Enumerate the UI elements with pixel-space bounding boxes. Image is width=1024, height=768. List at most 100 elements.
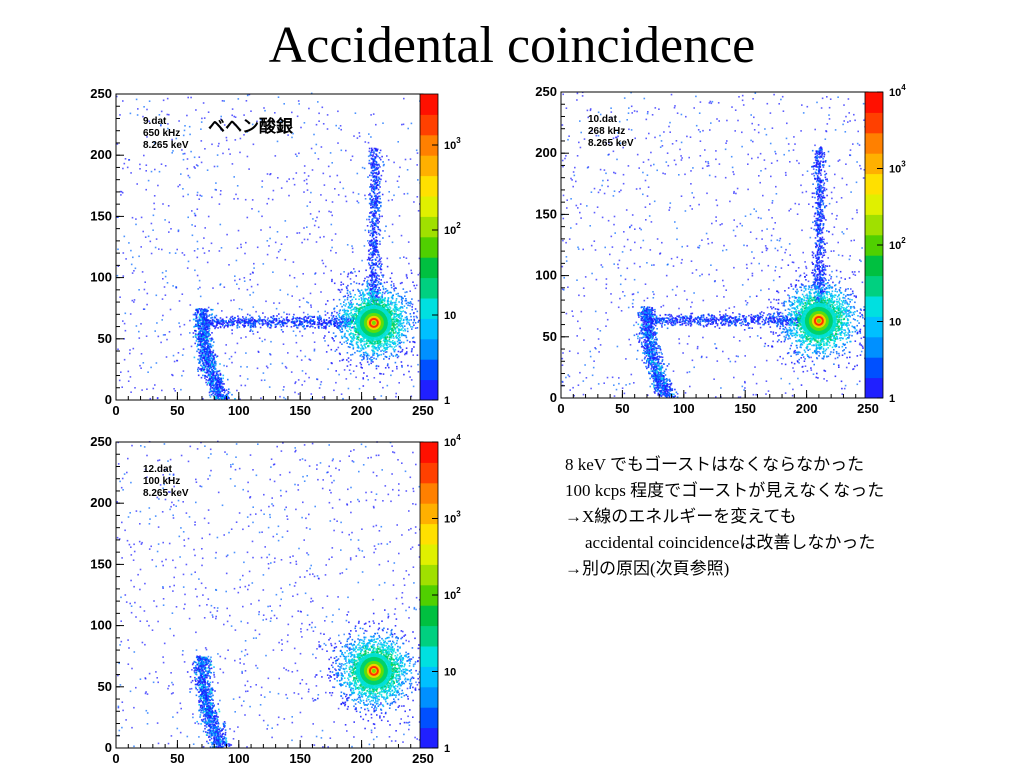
heatmap-cell	[205, 360, 208, 363]
heatmap-cell	[210, 317, 212, 319]
heatmap-cell	[207, 344, 209, 346]
heatmap-cell	[361, 166, 364, 169]
heatmap-cell	[201, 365, 203, 367]
heatmap-cell	[208, 343, 210, 346]
heatmap-cell	[329, 175, 331, 178]
heatmap-cell	[393, 326, 396, 329]
heatmap-cell	[206, 319, 208, 322]
heatmap-cell	[249, 326, 252, 328]
heatmap-cell	[399, 282, 402, 285]
heatmap-cell	[282, 318, 285, 320]
heatmap-cell	[355, 376, 357, 379]
heatmap-cell	[367, 176, 369, 178]
heatmap-cell	[217, 322, 220, 324]
heatmap-cell	[321, 259, 324, 262]
heatmap-cell	[282, 324, 284, 326]
heatmap-cell	[378, 254, 380, 256]
heatmap-cell	[216, 383, 219, 386]
heatmap-cell	[364, 300, 366, 302]
heatmap-cell	[361, 292, 364, 295]
heatmap-cell	[296, 324, 298, 327]
heatmap-cell	[224, 390, 226, 392]
heatmap-cell	[153, 202, 155, 205]
heatmap-cell	[369, 240, 372, 242]
heatmap-cell	[280, 187, 283, 189]
heatmap-cell	[262, 323, 265, 325]
heatmap-cell	[203, 316, 205, 319]
heatmap-cell	[200, 314, 202, 316]
heatmap-cell	[374, 290, 377, 293]
heatmap-cell	[193, 166, 195, 168]
heatmap-cell	[197, 319, 200, 322]
heatmap-cell	[299, 323, 302, 325]
heatmap-cell	[160, 341, 162, 344]
heatmap-cell	[212, 378, 214, 381]
heatmap-cell	[362, 377, 364, 379]
heatmap-cell	[299, 330, 301, 333]
heatmap-cell	[374, 157, 376, 160]
heatmap-cell	[391, 303, 393, 306]
heatmap-cell	[378, 221, 380, 223]
heatmap-cell	[216, 370, 218, 373]
heatmap-cell	[310, 325, 312, 327]
heatmap-cell	[317, 323, 320, 325]
heatmap-cell	[291, 136, 293, 139]
heatmap-cell	[147, 179, 150, 182]
heatmap-cell	[208, 359, 211, 362]
heatmap-cell	[320, 317, 322, 320]
heatmap-cell	[182, 153, 184, 155]
heatmap-cell	[161, 271, 164, 274]
heatmap-cell	[394, 308, 397, 310]
heatmap-cell	[335, 318, 337, 320]
heatmap-cell	[201, 117, 203, 120]
heatmap-cell	[389, 341, 392, 343]
heatmap-cell	[411, 306, 413, 308]
heatmap-cell	[366, 283, 369, 286]
heatmap-cell	[204, 362, 206, 364]
heatmap-cell	[197, 324, 200, 326]
heatmap-cell	[198, 362, 201, 364]
heatmap-cell	[133, 301, 135, 303]
heatmap-cell	[400, 234, 403, 237]
heatmap-cell	[346, 296, 349, 299]
heatmap-cell	[197, 332, 200, 335]
heatmap-cell	[221, 310, 223, 312]
heatmap-cell	[222, 374, 225, 377]
heatmap-cell	[351, 353, 354, 356]
heatmap-cell	[371, 254, 373, 256]
heatmap-cell	[142, 115, 144, 118]
heatmap-cell	[292, 132, 294, 135]
heatmap-cell	[370, 202, 373, 205]
heatmap-cell	[164, 219, 166, 221]
heatmap-cell	[253, 267, 255, 269]
heatmap-cell	[192, 332, 195, 334]
heatmap-cell	[209, 373, 212, 375]
heatmap-cell	[223, 322, 226, 324]
heatmap-cell	[303, 227, 305, 229]
heatmap-cell	[372, 290, 374, 293]
heatmap-cell	[238, 278, 241, 281]
heatmap-cell	[278, 313, 280, 315]
heatmap-cell	[189, 319, 191, 322]
heatmap-cell	[141, 271, 144, 273]
heatmap-cell	[246, 216, 249, 219]
heatmap-cell	[235, 259, 238, 262]
heatmap-cell	[166, 338, 168, 341]
heatmap-cell	[372, 206, 375, 209]
heatmap-cell	[214, 386, 217, 388]
heatmap-cell	[216, 397, 219, 400]
heatmap-cell	[347, 301, 350, 304]
heatmap-cell	[283, 311, 285, 314]
heatmap-cell	[223, 320, 225, 322]
heatmap-cell	[215, 189, 217, 191]
heatmap-cell	[208, 314, 211, 316]
heatmap-cell	[223, 389, 225, 391]
heatmap-cell	[178, 300, 181, 302]
heatmap-cell	[256, 246, 259, 249]
heatmap-cell	[374, 180, 376, 183]
heatmap-cell	[376, 295, 378, 298]
heatmap-cell	[400, 306, 402, 308]
heatmap-cell	[199, 330, 202, 332]
heatmap-cell	[318, 112, 320, 115]
heatmap-cell	[367, 379, 369, 381]
